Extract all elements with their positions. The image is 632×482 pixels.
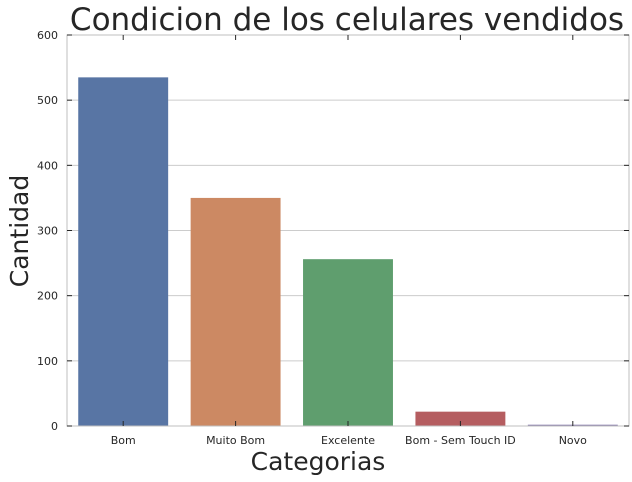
y-tick-label: 200 <box>37 290 58 303</box>
bars <box>78 77 618 426</box>
y-tick-label: 300 <box>37 225 58 238</box>
y-tick-label: 0 <box>51 420 58 433</box>
x-axis-label: Categorias <box>251 447 386 476</box>
y-tick-label: 500 <box>37 94 58 107</box>
x-tick-labels: Bom Muito Bom Excelente Bom - Sem Touch ID N… <box>111 434 587 447</box>
x-tick-label: Muito Bom <box>206 434 265 447</box>
x-tick-label: Novo <box>559 434 587 447</box>
y-tick-label: 600 <box>37 29 58 42</box>
x-tick-label: Bom <box>111 434 136 447</box>
y-tick-label: 400 <box>37 159 58 172</box>
y-tick-label: 100 <box>37 355 58 368</box>
x-tick-label: Excelente <box>321 434 375 447</box>
bar <box>78 77 169 426</box>
axis-ticks <box>67 34 629 427</box>
chart-title: Condicion de los celulares vendidos <box>70 2 624 38</box>
y-tick-labels: 0 100 200 300 400 500 600 <box>37 29 58 433</box>
x-tick-label: Bom - Sem Touch ID <box>405 434 516 447</box>
bar <box>303 259 393 426</box>
bar <box>190 197 281 426</box>
bar <box>415 411 506 426</box>
y-axis-label: Cantidad <box>5 175 34 287</box>
